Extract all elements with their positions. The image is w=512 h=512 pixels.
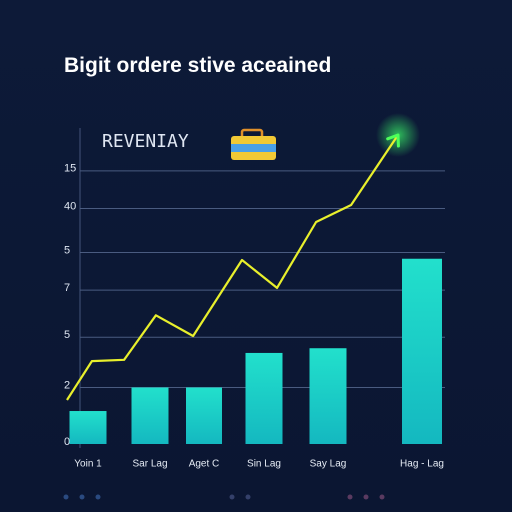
footer-dots: [63, 494, 385, 500]
bar: [186, 387, 222, 444]
x-tick-label: Aget C: [189, 459, 220, 470]
y-tick-label: 5: [64, 329, 70, 341]
x-tick-label: Sin Lag: [247, 459, 281, 470]
bar: [69, 411, 107, 444]
bar: [131, 387, 169, 444]
bar: [245, 352, 283, 444]
arrow-head: [386, 133, 400, 148]
y-tick-label: 2: [64, 379, 70, 391]
x-tick-label: Hag - Lag: [400, 459, 444, 470]
y-tick-label: 5: [64, 244, 70, 256]
line-series: [66, 134, 399, 401]
bar: [309, 348, 347, 444]
y-tick-label: 15: [64, 163, 76, 175]
briefcase-icon: [231, 128, 276, 160]
y-tick-label: 40: [64, 200, 76, 212]
y-tick-label: 7: [64, 282, 70, 294]
chart-title: Bigit ordere stive aceained: [64, 54, 331, 77]
y-tick-label: 0: [64, 436, 70, 448]
x-tick-label: Sar Lag: [132, 459, 167, 470]
x-tick-label: Say Lag: [310, 459, 347, 470]
x-tick-label: Yoin 1: [74, 459, 102, 470]
legend-label: REVENIAY: [102, 131, 189, 152]
bar: [402, 258, 442, 444]
